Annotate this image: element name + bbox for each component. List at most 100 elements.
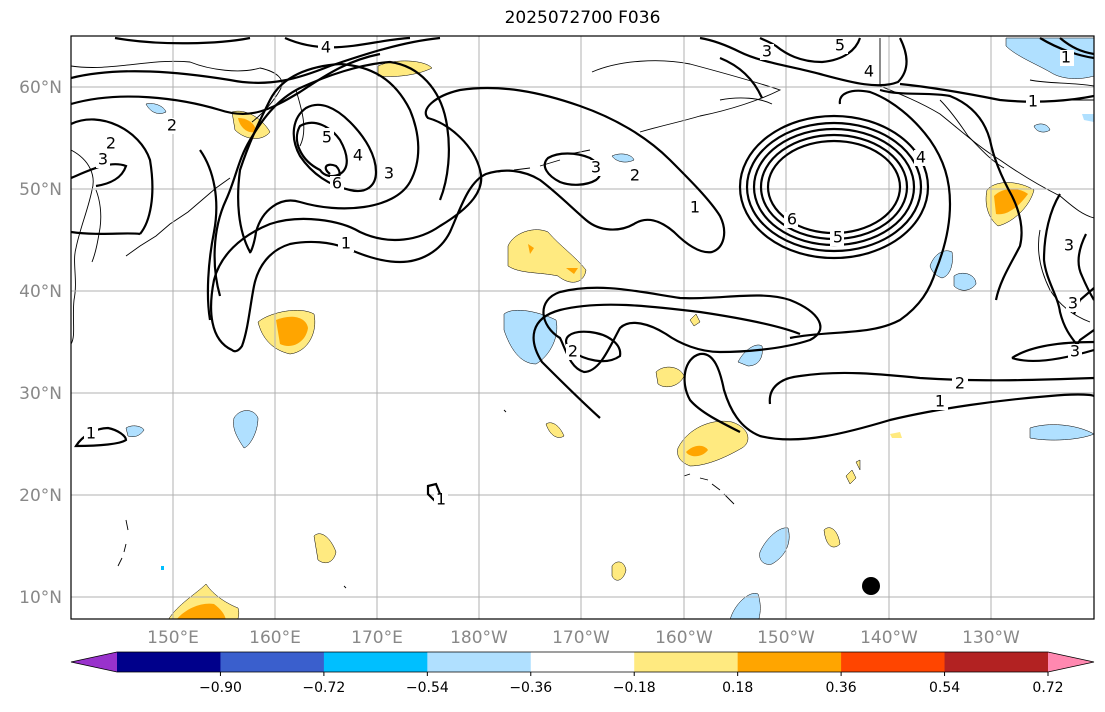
- negative-patch: [730, 593, 761, 619]
- negative-patch: [611, 153, 635, 163]
- colorbar-tick-label: −0.54: [406, 680, 449, 696]
- positive-patch: [855, 459, 861, 471]
- lon-label: 130°W: [962, 628, 1020, 648]
- colorbar-tick-label: −0.90: [199, 680, 242, 696]
- colorbar-segment: [944, 652, 1049, 672]
- contour-label: 1: [690, 198, 700, 217]
- contour-label: 3: [98, 150, 108, 169]
- location-marker: [862, 577, 880, 595]
- contour-label: 1: [1061, 48, 1071, 67]
- positive-patch: [528, 244, 534, 254]
- lon-label: 170°W: [552, 628, 610, 648]
- map-title: 2025072700 F036: [504, 8, 661, 28]
- colorbar-segment: [427, 652, 532, 672]
- contour-lines: [71, 36, 1094, 502]
- colorbar-tick-label: −0.18: [613, 680, 656, 696]
- contour-label: 3: [1068, 294, 1078, 313]
- contour-label: 3: [384, 164, 394, 183]
- shading-layer: [125, 37, 1094, 619]
- contour-label: 2: [568, 342, 578, 361]
- longitude-labels: 150°E 160°E 170°E 180°W 170°W 160°W 150°…: [147, 628, 1020, 648]
- colorbar-tick-label: 0.72: [1032, 680, 1063, 696]
- contour-label: 3: [1070, 342, 1080, 361]
- negative-patch: [161, 566, 164, 570]
- positive-patch: [890, 432, 902, 438]
- lat-label: 40°N: [19, 282, 62, 302]
- positive-patch: [566, 268, 578, 274]
- contour-label: 4: [916, 148, 926, 167]
- lon-label: 140°W: [860, 628, 918, 648]
- contour-label: 5: [835, 36, 845, 55]
- colorbar-tick-label: −0.72: [302, 680, 345, 696]
- contour-label: 5: [322, 128, 332, 147]
- positive-patch: [823, 527, 841, 548]
- contour-label: 2: [106, 134, 116, 153]
- positive-patch: [276, 316, 308, 347]
- colorbar-segment: [220, 652, 325, 672]
- positive-patch: [238, 118, 256, 133]
- positive-patch: [313, 533, 337, 563]
- positive-patch: [168, 583, 240, 619]
- contour-label: 2: [955, 374, 965, 393]
- lon-label: 160°W: [655, 628, 713, 648]
- contour-label: 5: [833, 228, 843, 247]
- colorbar-tick-label: 0.18: [722, 680, 753, 696]
- negative-patch: [125, 425, 145, 437]
- positive-patch: [845, 469, 857, 485]
- contour-label: 1: [86, 424, 96, 443]
- colorbar-outline: [70, 651, 1095, 673]
- colorbar-tick-label: 0.54: [929, 680, 960, 696]
- negative-patch: [1082, 114, 1094, 122]
- negative-patch: [953, 273, 977, 291]
- lat-label: 50°N: [19, 180, 62, 200]
- negative-patch: [503, 310, 558, 365]
- contour-label: 1: [1028, 92, 1038, 111]
- contour-label-layer: 4 2 3 5 4 1 2 3 5 4 6 3 1 3 2 1 4 6 5 1 …: [84, 36, 1082, 510]
- lat-label: 60°N: [19, 78, 62, 98]
- colorbar-tick-label: 0.36: [826, 680, 857, 696]
- contour-label: 4: [864, 62, 874, 81]
- contour-label: 1: [436, 490, 446, 509]
- negative-patch: [759, 527, 790, 565]
- contour-label: 1: [341, 234, 351, 253]
- contour-label: 3: [762, 42, 772, 61]
- positive-patch: [611, 561, 627, 581]
- lon-label: 170°E: [351, 628, 403, 648]
- positive-patch: [994, 189, 1028, 215]
- negative-patch: [1005, 37, 1094, 79]
- colorbar-tick-label: −0.36: [509, 680, 552, 696]
- contour-label: 4: [353, 146, 363, 165]
- positive-patch: [545, 422, 565, 438]
- colorbar-segment: [530, 652, 635, 672]
- positive-patch: [689, 313, 701, 327]
- contour-label: 6: [332, 174, 342, 193]
- lon-label: 180°W: [450, 628, 508, 648]
- colorbar-extend-max: [1048, 652, 1094, 672]
- colorbar-segment: [117, 652, 221, 672]
- contour-label: 3: [1064, 236, 1074, 255]
- colorbar-segment: [634, 652, 739, 672]
- coastlines: [71, 38, 1094, 589]
- map-border: [70, 35, 1095, 620]
- negative-patch: [145, 103, 167, 114]
- lon-label: 160°E: [249, 628, 301, 648]
- contour-label: 2: [167, 116, 177, 135]
- colorbar-segment: [737, 652, 842, 672]
- colorbar: −0.90 −0.72 −0.54 −0.36 −0.18 0.18 0.36 0.54 0.7…: [70, 651, 1095, 696]
- contour-label: 4: [321, 38, 331, 57]
- lat-label: 20°N: [19, 486, 62, 506]
- colorbar-extend-min: [71, 652, 117, 672]
- latitude-labels: 60°N 50°N 40°N 30°N 20°N 10°N: [19, 78, 62, 608]
- lat-label: 30°N: [19, 384, 62, 404]
- contour-label: 3: [591, 158, 601, 177]
- colorbar-segment: [841, 652, 946, 672]
- lat-label: 10°N: [19, 588, 62, 608]
- negative-patch: [1033, 123, 1051, 133]
- positive-patch: [507, 229, 587, 283]
- positive-patch: [176, 603, 226, 619]
- negative-patch: [233, 410, 259, 449]
- contour-label: 1: [935, 392, 945, 411]
- map-frame-bg: [71, 36, 1094, 619]
- lon-label: 150°E: [147, 628, 199, 648]
